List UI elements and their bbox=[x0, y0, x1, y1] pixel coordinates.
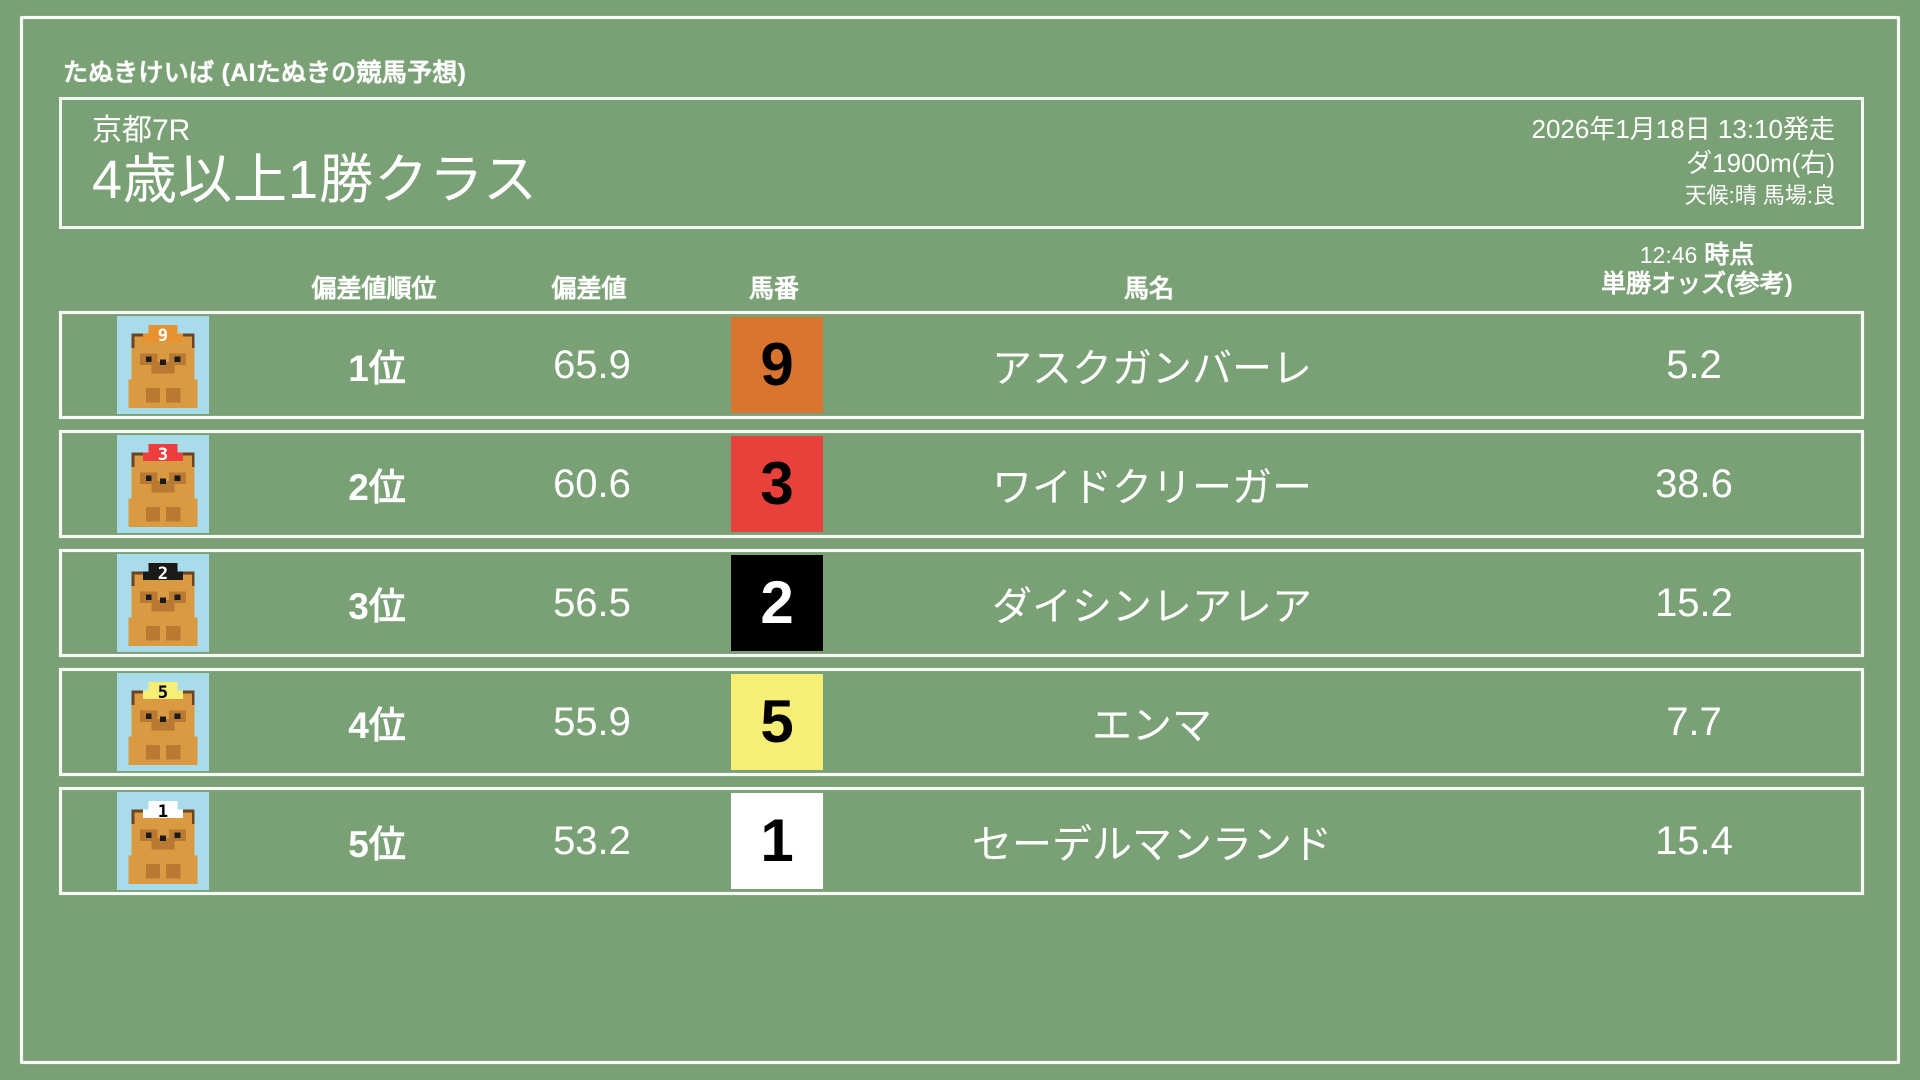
deviation-cell: 65.9 bbox=[553, 342, 631, 387]
race-datetime: 2026年1月18日 13:10発走 bbox=[1531, 114, 1835, 144]
race-header-left: 京都7R 4歳以上1勝クラス bbox=[92, 114, 538, 213]
horse-name-cell: ワイドクリーガー bbox=[992, 466, 1312, 510]
tanuki-avatar-icon: 9 bbox=[112, 314, 214, 416]
deviation-cell: 60.6 bbox=[553, 461, 631, 506]
horse-number-cell: 5 bbox=[692, 671, 862, 773]
deviation-cell: 55.9 bbox=[553, 699, 631, 744]
horse-name-cell: エンマ bbox=[1092, 704, 1212, 748]
horse-number-badge: 2 bbox=[731, 555, 823, 651]
odds-timestamp-line: 12:46 時点 bbox=[1532, 241, 1862, 270]
horse-name-cell: ダイシンレアレア bbox=[992, 585, 1312, 629]
horse-name-cell: セーデルマンランド bbox=[972, 823, 1332, 867]
horse-number-badge: 5 bbox=[731, 674, 823, 770]
horse-number-badge: 1 bbox=[731, 793, 823, 889]
horse-number-cell: 9 bbox=[692, 314, 862, 416]
horse-number-badge: 3 bbox=[731, 436, 823, 532]
horse-number-cell: 2 bbox=[692, 552, 862, 654]
svg-text:9: 9 bbox=[158, 326, 168, 346]
column-header-odds: 12:46 時点 単勝オッズ(参考) bbox=[1532, 241, 1862, 299]
prediction-table: 9 1位 65.9 9 アスクガンバーレ 5.2 bbox=[59, 311, 1864, 906]
horse-name-cell: アスクガンバーレ bbox=[992, 347, 1312, 391]
horse-number-cell: 1 bbox=[692, 790, 862, 892]
tanuki-avatar-icon: 2 bbox=[112, 552, 214, 654]
svg-text:1: 1 bbox=[158, 802, 168, 822]
odds-cell: 7.7 bbox=[1666, 699, 1722, 744]
svg-text:5: 5 bbox=[158, 683, 168, 703]
column-header-horse-name: 馬名 bbox=[1123, 275, 1174, 303]
tanuki-avatar-icon: 3 bbox=[112, 433, 214, 535]
rank-cell: 5位 bbox=[348, 824, 406, 865]
odds-cell: 38.6 bbox=[1655, 461, 1733, 506]
race-venue: 京都7R bbox=[92, 114, 191, 147]
race-course: ダ1900m(右) bbox=[1686, 148, 1835, 179]
odds-timestamp-suffix: 時点 bbox=[1704, 241, 1755, 269]
svg-text:2: 2 bbox=[158, 564, 168, 584]
table-row[interactable]: 1 5位 53.2 1 セーデルマンランド 15.4 bbox=[59, 787, 1864, 895]
table-row[interactable]: 5 4位 55.9 5 エンマ 7.7 bbox=[59, 668, 1864, 776]
svg-text:3: 3 bbox=[158, 445, 168, 465]
odds-label: 単勝オッズ(参考) bbox=[1601, 270, 1793, 298]
column-header-deviation: 偏差値 bbox=[551, 275, 627, 303]
rank-cell: 3位 bbox=[348, 586, 406, 627]
tanuki-avatar-icon: 5 bbox=[112, 671, 214, 773]
app-title: たぬきけいば (AIたぬきの競馬予想) bbox=[63, 59, 467, 87]
table-row[interactable]: 9 1位 65.9 9 アスクガンバーレ 5.2 bbox=[59, 311, 1864, 419]
rank-cell: 2位 bbox=[348, 467, 406, 508]
horse-number-badge: 9 bbox=[731, 317, 823, 413]
odds-cell: 15.2 bbox=[1655, 580, 1733, 625]
race-conditions: 天候:晴 馬場:良 bbox=[1684, 182, 1835, 208]
column-header-horse-number: 馬番 bbox=[748, 275, 799, 303]
chalkboard-panel: たぬきけいば (AIたぬきの競馬予想) 京都7R 4歳以上1勝クラス 2026年… bbox=[20, 16, 1900, 1064]
tanuki-avatar-icon: 1 bbox=[112, 790, 214, 892]
table-row[interactable]: 3 2位 60.6 3 ワイドクリーガー 38.6 bbox=[59, 430, 1864, 538]
rank-cell: 1位 bbox=[348, 348, 406, 389]
deviation-cell: 53.2 bbox=[553, 818, 631, 863]
race-name: 4歳以上1勝クラス bbox=[92, 150, 538, 210]
horse-number-cell: 3 bbox=[692, 433, 862, 535]
race-header-box: 京都7R 4歳以上1勝クラス 2026年1月18日 13:10発走 ダ1900m… bbox=[59, 97, 1864, 229]
table-row[interactable]: 2 3位 56.5 2 ダイシンレアレア 15.2 bbox=[59, 549, 1864, 657]
odds-cell: 5.2 bbox=[1666, 342, 1722, 387]
odds-timestamp: 12:46 bbox=[1639, 242, 1698, 268]
race-header-right: 2026年1月18日 13:10発走 ダ1900m(右) 天候:晴 馬場:良 bbox=[1531, 112, 1835, 210]
table-header-row: 偏差値順位 偏差値 馬番 馬名 12:46 時点 単勝オッズ(参考) bbox=[59, 241, 1864, 309]
rank-cell: 4位 bbox=[348, 705, 406, 746]
deviation-cell: 56.5 bbox=[553, 580, 631, 625]
column-header-rank: 偏差値順位 bbox=[311, 275, 437, 303]
odds-cell: 15.4 bbox=[1655, 818, 1733, 863]
